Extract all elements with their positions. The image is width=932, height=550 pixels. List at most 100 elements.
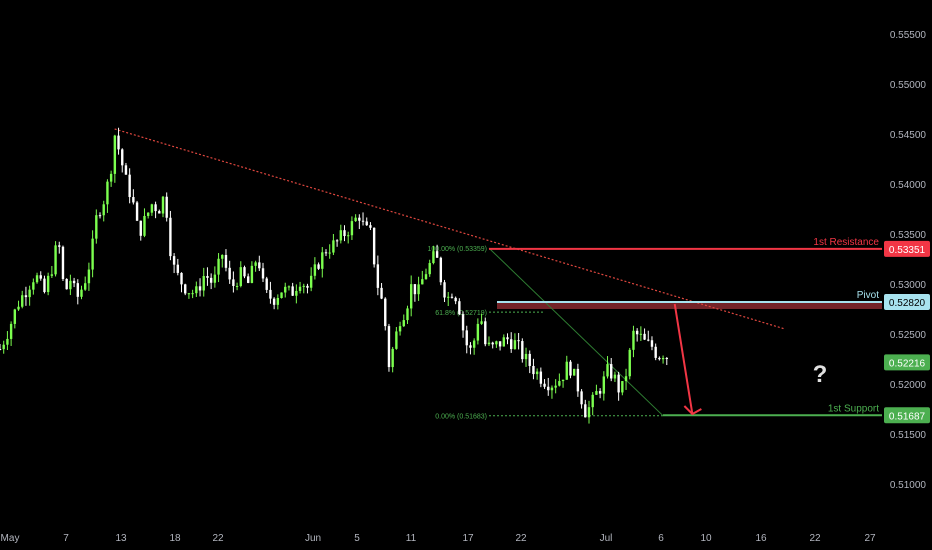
candle-body [532,365,535,375]
candle-body [443,282,446,298]
candle-body [665,358,668,360]
candle-body [413,284,417,295]
candle-body [106,181,109,205]
x-tick-label: Jun [305,533,321,544]
candle-body [269,289,272,299]
candle-body [165,196,168,218]
candle-body [402,320,405,327]
y-tick-label: 0.52500 [890,330,927,341]
candle-body [224,254,228,268]
candle-body [658,357,661,360]
candle-body [295,290,298,296]
candle-body [124,165,128,175]
candle-body [461,314,465,331]
candle-body [387,326,391,368]
candle-body [480,321,483,324]
candle-body [435,251,439,258]
candle-body [254,262,257,266]
candle-body [424,274,428,280]
x-tick-label: 18 [169,533,181,544]
candle-body [158,211,161,214]
candle-body [250,265,254,283]
candle-body [376,264,380,288]
candle-body [98,215,102,217]
y-tick-label: 0.53500 [890,230,927,241]
candle-body [465,330,468,346]
candle-body [569,361,572,376]
candle-body [258,262,261,269]
candle-body [132,197,135,203]
candle-body [46,275,50,293]
candle-body [621,381,624,393]
candle-body [235,285,239,287]
candle-body [213,274,217,283]
candle-body [180,272,183,285]
x-tick-label: 7 [63,533,69,544]
candle-body [117,135,120,150]
candle-body [0,349,2,350]
candle-body [458,301,461,315]
resistance-label: 1st Resistance [813,237,879,248]
candle-body [24,295,28,298]
candle-body [558,381,561,386]
candle-body [143,215,146,236]
trendline [114,128,786,330]
candle-body [421,279,424,285]
candle-body [380,287,383,299]
candle-body [102,204,105,216]
candle-body [602,376,606,394]
candle-body [313,264,317,276]
price-tag-bg [884,354,930,371]
candle-body [528,353,531,366]
candle-body [298,286,302,291]
candle-body [202,276,205,291]
candle-body [454,297,457,302]
candle-body [395,331,398,349]
candle-body [9,323,13,339]
candle-body [328,252,331,254]
candle-body [543,383,546,387]
candle-body [587,407,591,418]
candle-body [169,217,172,257]
candle-body [28,289,31,298]
candle-body [343,230,346,237]
x-tick-label: 5 [354,533,360,544]
candle-body [2,344,5,350]
candle-body [332,240,335,253]
candle-body [228,267,231,280]
candle-body [339,230,343,241]
candle-body [372,227,376,265]
candle-body [361,220,365,222]
candle-body [539,371,543,384]
candle-body [302,285,305,287]
y-tick-label: 0.52000 [890,380,927,391]
candle-body [43,278,46,293]
price-tag-label: 0.52216 [889,358,926,369]
candle-body [617,374,620,393]
candle-body [606,364,609,377]
candle-body [87,269,91,284]
projection-arrow [673,303,702,416]
candle-body [246,276,250,283]
candle-body [580,391,583,405]
candle-body [632,330,635,350]
candle-body [639,333,643,335]
candle-body [61,246,65,279]
x-tick-label: Jul [600,533,613,544]
candle-body [280,292,283,298]
candle-body [287,286,291,288]
candle-body [517,340,520,342]
price-tag-bg [884,294,930,310]
current-price-tag: 0.52216 [884,354,930,371]
x-tick-label: May [1,533,20,544]
candle-body [550,387,554,391]
price-tag-bg [884,240,930,257]
candle-body [432,251,435,264]
candlesticks [0,127,668,424]
candle-body [261,268,265,279]
candle-body [95,215,98,239]
candle-body [584,404,587,418]
candle-body [243,267,246,277]
x-tick-label: 6 [658,533,664,544]
